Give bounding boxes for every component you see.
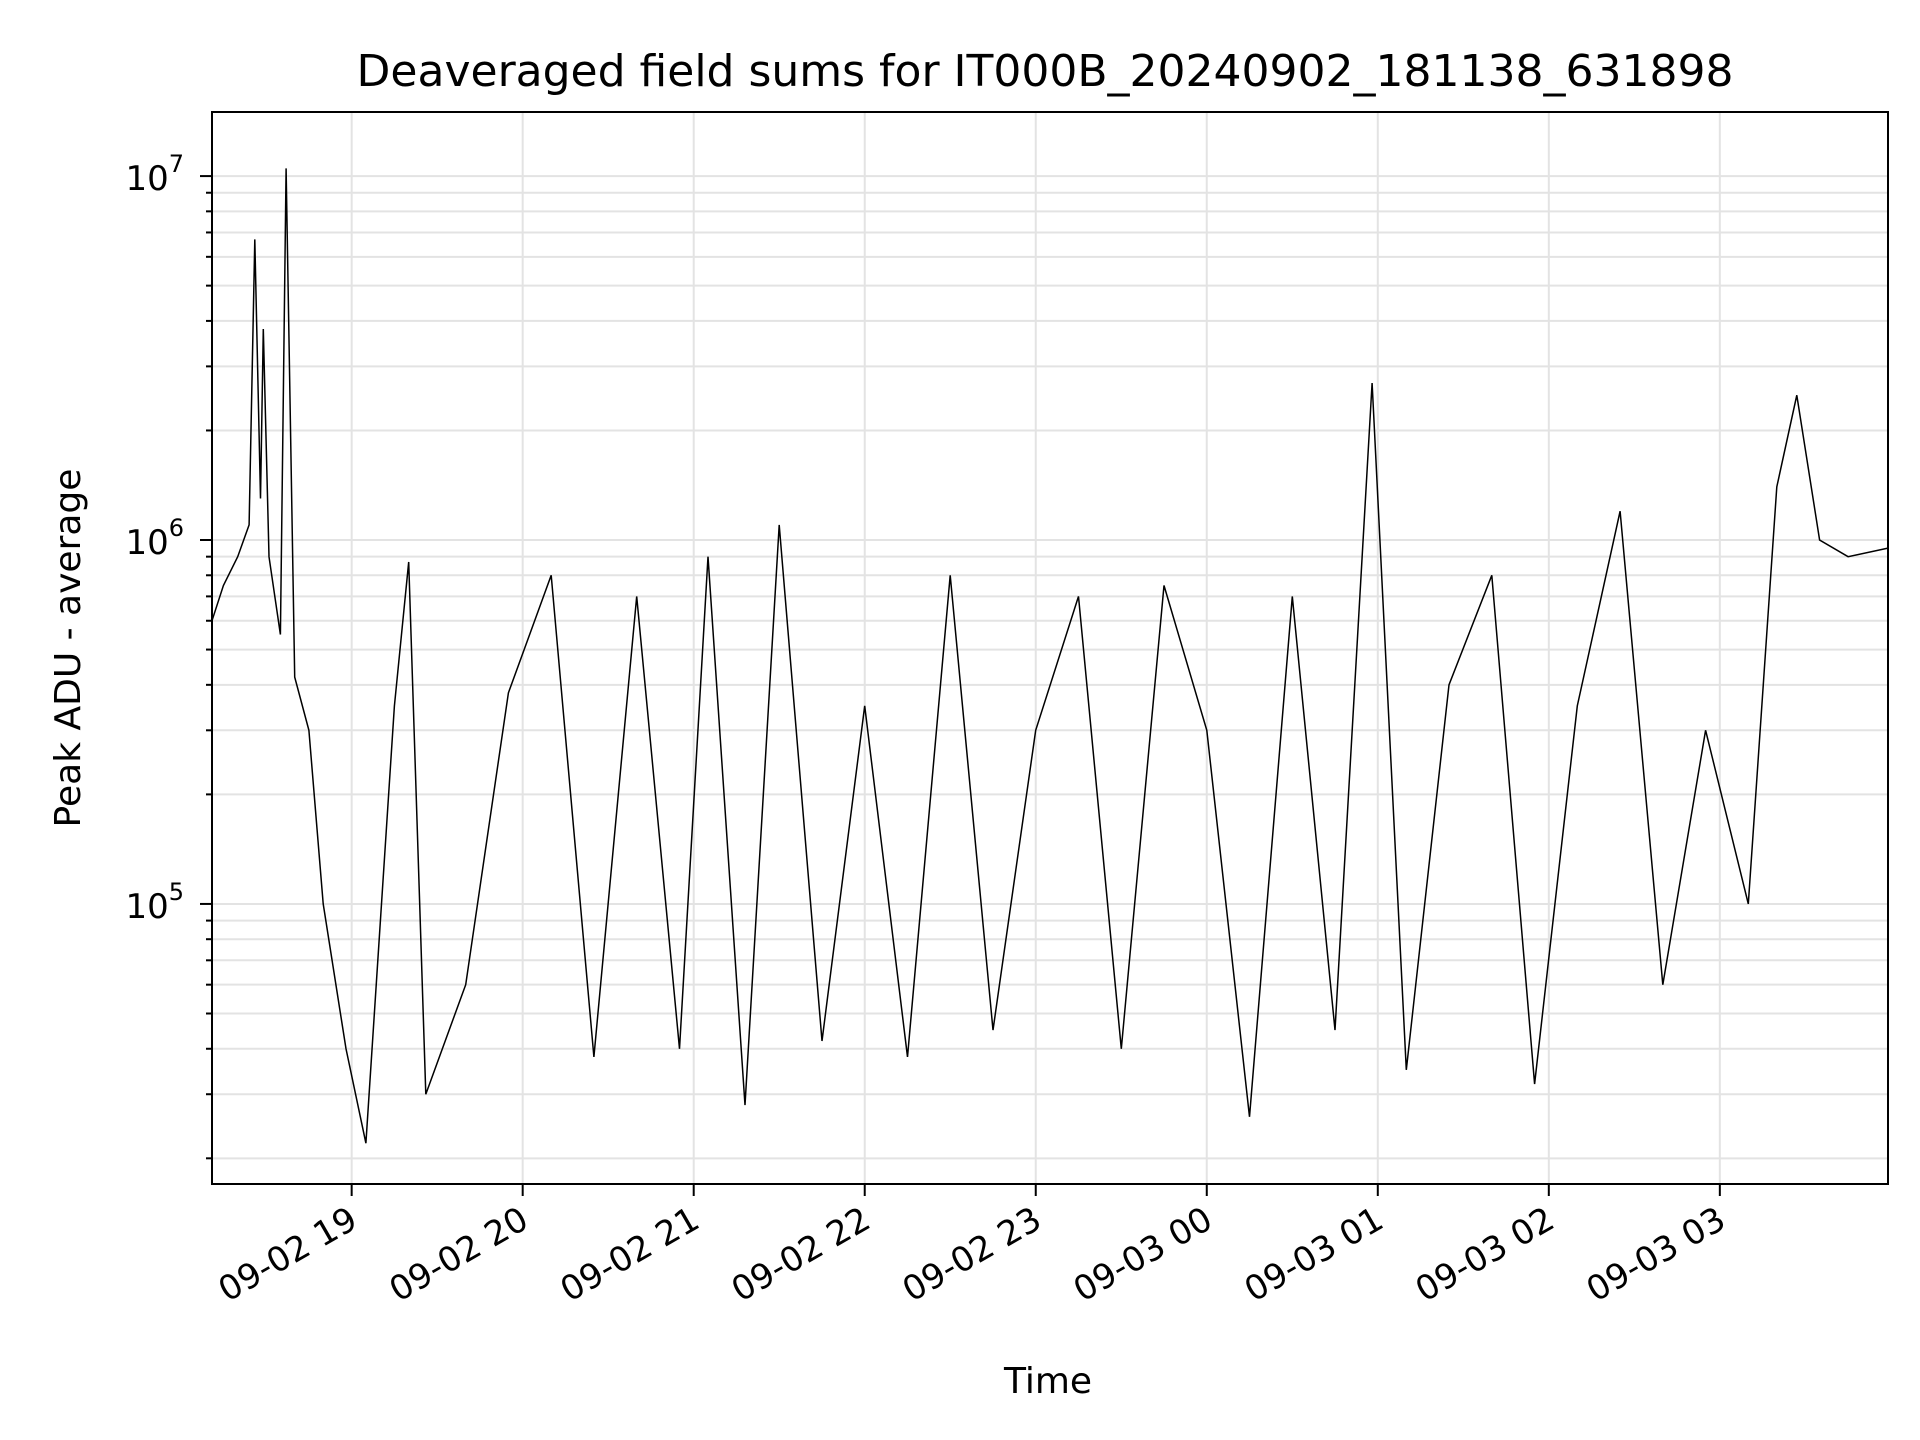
x-tick-label: 09-02 19 — [212, 1199, 364, 1310]
y-tick-base: 10 — [125, 523, 168, 563]
x-tick-label: 09-02 23 — [896, 1199, 1048, 1310]
y-tick-label: 106 — [125, 514, 184, 563]
series-layer — [211, 168, 1889, 1144]
y-tick-exponent: 5 — [169, 878, 184, 906]
chart-title: Deaveraged field sums for IT000B_2024090… — [357, 46, 1734, 97]
y-tick-base: 10 — [125, 887, 168, 927]
y-tick-label: 107 — [125, 150, 184, 199]
y-tick-exponent: 7 — [169, 150, 184, 178]
y-tick-base: 10 — [125, 159, 168, 199]
x-tick-label: 09-02 22 — [725, 1199, 877, 1310]
x-axis-label: Time — [1003, 1361, 1092, 1402]
y-tick-label: 105 — [125, 878, 184, 927]
x-tick-label: 09-03 02 — [1409, 1199, 1561, 1310]
x-tick-label: 09-02 21 — [554, 1199, 706, 1310]
x-tick-label: 09-03 03 — [1580, 1199, 1732, 1310]
y-axis-label: Peak ADU - average — [48, 469, 89, 828]
y-tick-exponent: 6 — [169, 514, 184, 542]
x-tick-label: 09-02 20 — [383, 1199, 535, 1310]
x-axis: 09-02 19 09-02 20 09-02 21 09-02 22 09-02 23… — [212, 1184, 1732, 1310]
x-tick-label: 09-03 01 — [1238, 1199, 1390, 1310]
x-tick-label: 09-03 00 — [1067, 1199, 1219, 1310]
series-line — [211, 168, 1889, 1144]
plot-frame — [211, 111, 1889, 1185]
grid — [212, 112, 1888, 1184]
